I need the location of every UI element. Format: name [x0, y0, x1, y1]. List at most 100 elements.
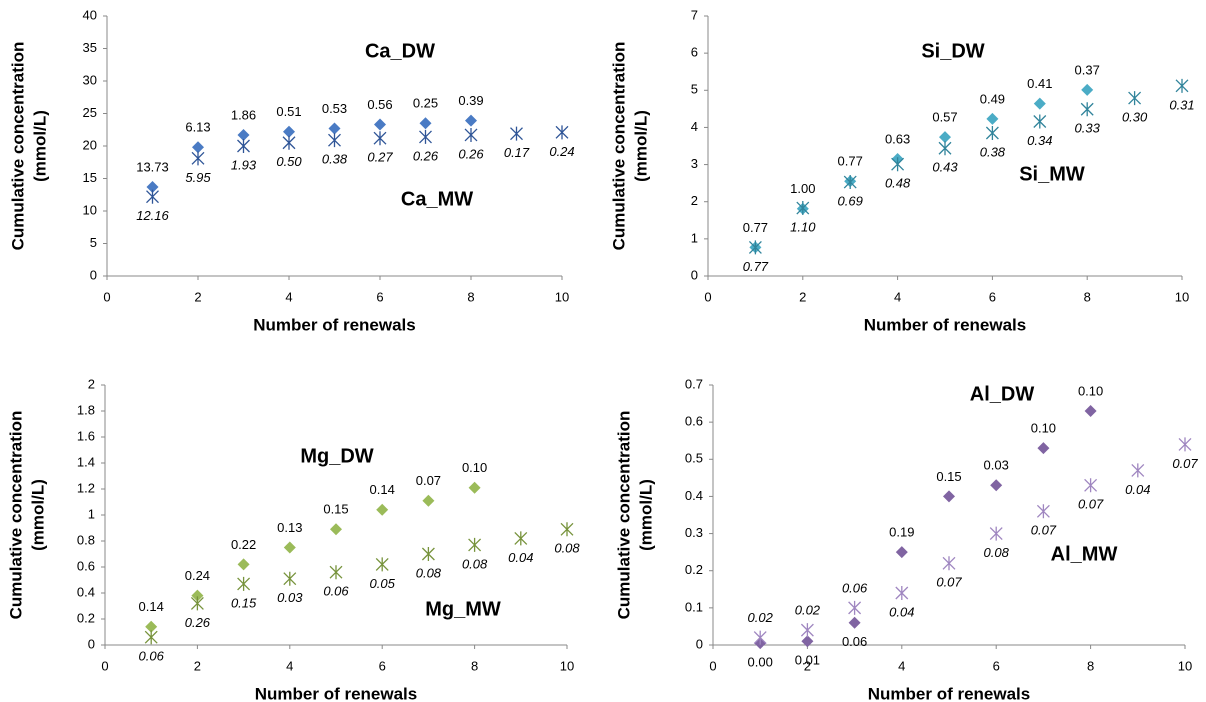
data-point	[748, 240, 762, 255]
y-tick-label: 0.5	[685, 451, 703, 466]
series-name: Ca_DW	[365, 40, 435, 62]
x-tick-label: 6	[376, 289, 383, 304]
y-tick-label: 7	[691, 7, 698, 22]
data-label: 0.48	[885, 176, 911, 191]
x-tick-label: 8	[471, 658, 478, 673]
data-point	[1178, 437, 1192, 452]
y-tick-label: 0.4	[77, 584, 95, 599]
data-point	[848, 616, 861, 629]
data-label: 0.17	[504, 145, 530, 160]
data-label: 0.06	[842, 580, 868, 595]
x-tick-label: 10	[1178, 658, 1192, 673]
y-tick-label: 2	[691, 193, 698, 208]
series-name: Si_DW	[921, 40, 984, 62]
data-label: 0.50	[276, 154, 302, 169]
x-axis-title: Number of renewals	[864, 315, 1027, 334]
data-point	[468, 481, 481, 494]
data-label: 0.00	[748, 655, 773, 670]
data-label: 0.19	[889, 525, 914, 540]
data-label: 0.01	[795, 653, 820, 668]
data-point	[1131, 463, 1145, 478]
data-point	[939, 131, 951, 144]
data-point	[468, 537, 482, 552]
data-label: 0.06	[139, 649, 165, 664]
y-tick-label: 6	[691, 45, 698, 60]
data-label: 0.14	[370, 482, 395, 497]
x-tick-label: 6	[379, 658, 386, 673]
data-point	[891, 157, 905, 172]
data-point	[1036, 504, 1050, 519]
x-tick-label: 2	[799, 289, 806, 304]
data-point	[1084, 478, 1098, 493]
data-label: 0.15	[936, 469, 961, 484]
x-tick-label: 0	[101, 658, 108, 673]
y-tick-label: 0.2	[77, 610, 95, 625]
data-point	[421, 547, 435, 561]
data-label: 0.07	[1031, 523, 1057, 538]
data-point	[146, 180, 159, 193]
data-point	[843, 175, 857, 190]
data-label: 0.33	[1075, 121, 1101, 136]
data-point	[419, 129, 432, 144]
data-label: 1.93	[231, 157, 257, 172]
x-tick-label: 8	[1087, 658, 1094, 673]
data-label: 0.27	[367, 150, 393, 165]
data-point	[145, 620, 158, 633]
y-axis-title: Cumulative concentration	[6, 411, 25, 620]
x-axis-title: Number of renewals	[868, 684, 1031, 702]
data-label: 0.25	[413, 96, 438, 111]
data-point	[989, 526, 1003, 541]
data-label: 0.02	[748, 610, 774, 625]
data-point	[283, 125, 295, 138]
data-label: 0.04	[889, 604, 914, 619]
data-point	[375, 557, 389, 572]
y-tick-label: 0.3	[685, 525, 703, 540]
data-point	[283, 541, 296, 554]
data-point	[560, 522, 574, 537]
y-tick-label: 0	[691, 267, 698, 282]
x-tick-label: 4	[898, 658, 905, 673]
y-tick-label: 0	[90, 267, 97, 282]
data-label: 0.15	[323, 502, 348, 517]
data-label: 0.41	[1027, 76, 1052, 91]
data-label: 0.57	[932, 110, 957, 125]
data-label: 0.26	[413, 148, 439, 163]
data-label: 0.03	[984, 458, 1009, 473]
data-point	[373, 131, 387, 146]
data-point	[376, 503, 389, 516]
data-point	[374, 118, 386, 131]
data-point	[942, 556, 956, 571]
data-point	[329, 565, 343, 580]
y-tick-label: 2	[88, 376, 95, 391]
series-name: Al_DW	[970, 383, 1035, 405]
data-label: 0.08	[984, 545, 1010, 560]
x-tick-label: 2	[804, 658, 811, 673]
x-tick-label: 2	[194, 289, 201, 304]
x-tick-label: 10	[560, 658, 574, 673]
data-label: 0.39	[458, 93, 483, 108]
y-tick-label: 0.7	[685, 376, 703, 391]
y-tick-label: 40	[83, 7, 97, 22]
data-label: 0.26	[458, 146, 484, 161]
y-axis-title: (mmol/L)	[28, 479, 47, 551]
data-point	[191, 589, 204, 602]
data-label: 0.06	[323, 584, 349, 599]
data-label: 0.10	[462, 460, 487, 475]
data-point	[465, 114, 477, 127]
data-label: 0.04	[508, 550, 533, 565]
y-tick-label: 15	[83, 170, 97, 185]
data-point	[985, 126, 999, 140]
x-tick-label: 0	[704, 289, 711, 304]
y-tick-label: 1.2	[77, 480, 95, 495]
y-tick-label: 1.8	[77, 402, 95, 417]
data-point	[144, 630, 158, 645]
data-label: 0.07	[1172, 456, 1198, 471]
x-tick-label: 2	[194, 658, 201, 673]
data-point	[895, 546, 908, 559]
y-tick-label: 4	[691, 119, 698, 134]
data-point	[419, 117, 432, 130]
data-label: 0.05	[370, 576, 396, 591]
data-label: 0.13	[277, 520, 302, 535]
data-label: 0.22	[231, 537, 256, 552]
